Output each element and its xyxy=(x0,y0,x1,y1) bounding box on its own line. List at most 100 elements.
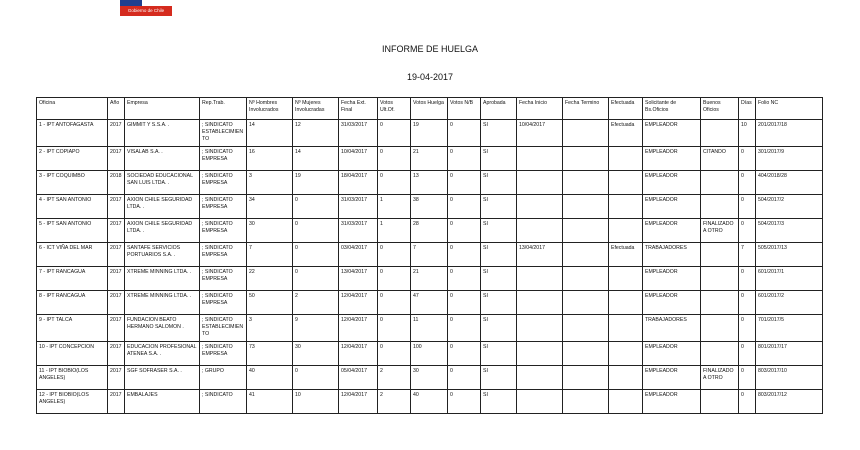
column-header: Folio NC xyxy=(755,97,823,120)
table-cell: 2 xyxy=(377,389,411,414)
table-row: 9 - IPT TALCA 2017 FUNDACION BEATO HERMANO… xyxy=(36,314,823,342)
column-header: Efectuada xyxy=(608,97,643,120)
table-cell: 2017 xyxy=(107,389,125,414)
table-cell: SI xyxy=(480,290,517,315)
table-cell xyxy=(562,242,609,267)
table-cell: EDUCACION PROFESIONAL ATENEA S.A. . xyxy=(124,341,200,366)
table-cell: 10 xyxy=(738,119,756,147)
table-cell: 31/03/2017 xyxy=(338,218,378,243)
column-header: Rep.Trab. xyxy=(199,97,247,120)
table-cell xyxy=(562,341,609,366)
table-cell: EMPLEADOR xyxy=(642,290,701,315)
table-cell: 12/04/2017 xyxy=(338,290,378,315)
table-row: 2 - IPT COPIAPO 2017 VISALAB S.A. .; SINDI… xyxy=(36,146,823,171)
table-cell: 0 xyxy=(447,146,481,171)
table-cell xyxy=(562,314,609,342)
table-row: 11 - IPT BIOBIO(LOS ANGELES) 2017 SGF SOFR… xyxy=(36,365,823,390)
table-cell: 31/03/2017 xyxy=(338,194,378,219)
table-cell: 2017 xyxy=(107,290,125,315)
table-cell: ; SINDICATO xyxy=(199,389,247,414)
table-cell: SI xyxy=(480,266,517,291)
table-cell: SI xyxy=(480,242,517,267)
table-cell: 34 xyxy=(246,194,293,219)
table-cell: 10 - IPT CONCEPCION xyxy=(36,341,108,366)
table-cell xyxy=(516,146,563,171)
table-container: Oficina Año Empresa Rep.Trab. Nº Hombres Inv… xyxy=(36,97,823,450)
table-cell: 31/03/2017 xyxy=(338,119,378,147)
table-cell: 2017 xyxy=(107,365,125,390)
table-cell: XTREME MINNING LTDA. . xyxy=(124,266,200,291)
column-header: Aprobada xyxy=(480,97,517,120)
table-cell: 14 xyxy=(246,119,293,147)
table-cell xyxy=(700,266,739,291)
table-cell: SI xyxy=(480,365,517,390)
table-cell: 9 - IPT TALCA xyxy=(36,314,108,342)
table-cell: EMPLEADOR xyxy=(642,389,701,414)
table-cell: SI xyxy=(480,194,517,219)
table-row: 3 - IPT COQUIMBO 2018 SOCIEDAD EDUCACIONAL… xyxy=(36,170,823,195)
table-cell: 0 xyxy=(447,194,481,219)
table-cell: ; SINDICATO EMPRESA xyxy=(199,218,247,243)
table-cell: ; SINDICATO EMPRESA xyxy=(199,341,247,366)
table-cell: SI xyxy=(480,218,517,243)
table-cell: EMPLEADOR xyxy=(642,194,701,219)
table-cell: 13 xyxy=(410,170,448,195)
table-cell: SI xyxy=(480,170,517,195)
table-cell: 0 xyxy=(447,119,481,147)
table-cell: 0 xyxy=(292,266,339,291)
table-cell: 504/2017/2 xyxy=(755,194,823,219)
table-cell: 21 xyxy=(410,266,448,291)
table-cell: 7 xyxy=(738,242,756,267)
table-cell: ; SINDICATO EMPRESA xyxy=(199,290,247,315)
table-cell: 05/04/2017 xyxy=(338,365,378,390)
table-cell: 0 xyxy=(738,170,756,195)
table-cell xyxy=(700,119,739,147)
table-cell xyxy=(700,314,739,342)
table-cell: 0 xyxy=(377,119,411,147)
table-cell: 0 xyxy=(377,266,411,291)
table-cell xyxy=(516,266,563,291)
table-cell: 12/04/2017 xyxy=(338,341,378,366)
table-cell xyxy=(608,170,643,195)
table-cell xyxy=(700,341,739,366)
table-cell xyxy=(562,170,609,195)
table-cell: 0 xyxy=(447,266,481,291)
table-cell: FINALIZADO A OTRO xyxy=(700,365,739,390)
table-cell xyxy=(562,194,609,219)
table-cell: 3 - IPT COQUIMBO xyxy=(36,170,108,195)
table-cell: 12/04/2017 xyxy=(338,389,378,414)
table-cell: 2017 xyxy=(107,266,125,291)
table-cell: 2017 xyxy=(107,242,125,267)
table-cell: TRABAJADORES xyxy=(642,242,701,267)
table-cell: 0 xyxy=(447,389,481,414)
table-cell: 2017 xyxy=(107,194,125,219)
table-cell: 0 xyxy=(377,242,411,267)
table-cell: AXION CHILE SEGURIDAD LTDA. . xyxy=(124,194,200,219)
table-cell: 0 xyxy=(447,218,481,243)
table-cell: EMPLEADOR xyxy=(642,146,701,171)
table-cell: 2017 xyxy=(107,314,125,342)
table-cell xyxy=(608,146,643,171)
table-cell: 4 - IPT SAN ANTONIO xyxy=(36,194,108,219)
table-cell: EMBALAJES xyxy=(124,389,200,414)
table-cell xyxy=(608,194,643,219)
column-header: Días xyxy=(738,97,756,120)
table-cell: 0 xyxy=(738,266,756,291)
table-cell: 40 xyxy=(246,365,293,390)
table-cell: 504/2017/3 xyxy=(755,218,823,243)
table-cell xyxy=(562,365,609,390)
table-row: 5 - IPT SAN ANTONIO 2017 AXION CHILE SEGUR… xyxy=(36,218,823,243)
column-header: Oficina xyxy=(36,97,108,120)
table-cell: 0 xyxy=(738,218,756,243)
table-cell: 12/04/2017 xyxy=(338,314,378,342)
table-cell: ; SINDICATO EMPRESA xyxy=(199,194,247,219)
table-cell: 10/04/2017 xyxy=(516,119,563,147)
column-header: Empresa xyxy=(124,97,200,120)
table-cell xyxy=(700,170,739,195)
column-header: Nº Hombres Involucrados xyxy=(246,97,293,120)
table-cell xyxy=(516,389,563,414)
table-cell: ; GRUPO xyxy=(199,365,247,390)
table-cell: 1 xyxy=(377,218,411,243)
table-cell: 9 xyxy=(292,314,339,342)
